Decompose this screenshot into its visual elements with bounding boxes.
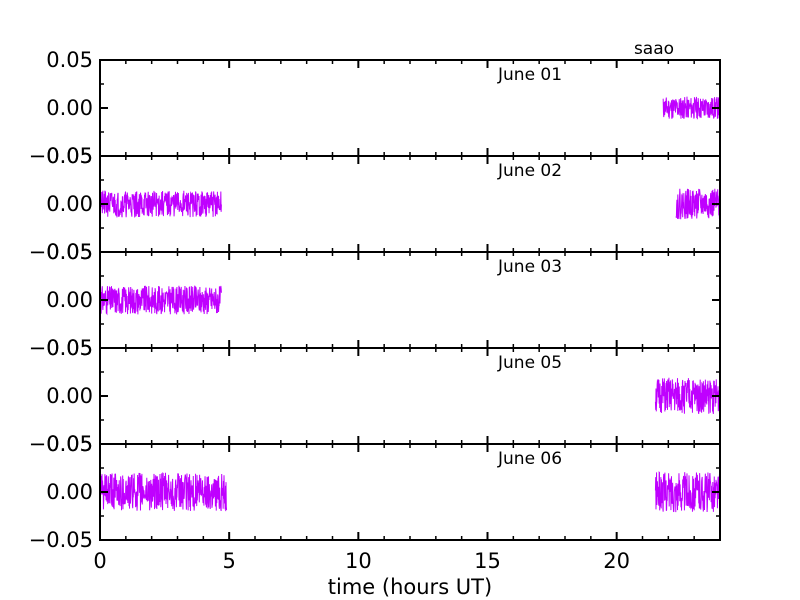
y-tick-label: 0.05 bbox=[46, 240, 93, 264]
series-trace-panel-4-seg-1 bbox=[654, 377, 721, 415]
y-tick-label: 0.05 bbox=[46, 144, 93, 168]
panel-4: −0.05 0.00 0.05 June 05 bbox=[29, 336, 721, 456]
y-tick-label: −0.05 bbox=[29, 336, 93, 360]
x-tick-label: 5 bbox=[222, 549, 235, 573]
panel-date-label: June 02 bbox=[497, 161, 562, 181]
y-tick-label: −0.05 bbox=[29, 528, 93, 552]
y-tick-label: 0.05 bbox=[46, 48, 93, 72]
panel-date-label: June 03 bbox=[497, 257, 562, 277]
series-trace-panel-2-seg-1 bbox=[99, 190, 222, 218]
legend-label: saao bbox=[634, 39, 674, 59]
series-trace-panel-5-seg-1 bbox=[99, 472, 228, 512]
x-tick-label: 15 bbox=[474, 549, 501, 573]
series-trace-panel-1-seg-1 bbox=[662, 96, 721, 120]
y-tick-label: 0.05 bbox=[46, 432, 93, 456]
y-tick-label: 0.00 bbox=[46, 96, 93, 120]
series-trace-panel-5-seg-2 bbox=[654, 471, 721, 513]
y-tick-label: 0.05 bbox=[46, 336, 93, 360]
y-tick-label: −0.05 bbox=[29, 432, 93, 456]
x-axis-label: time (hours UT) bbox=[328, 575, 492, 599]
panel-3: −0.05 0.00 0.05 June 03 bbox=[29, 240, 721, 360]
panel-date-label: June 06 bbox=[497, 449, 562, 469]
x-tick-label: 10 bbox=[345, 549, 372, 573]
y-tick-label: −0.05 bbox=[29, 240, 93, 264]
y-tick-label: 0.00 bbox=[46, 192, 93, 216]
panel-2: −0.05 0.00 0.05 June 02 bbox=[29, 144, 721, 264]
panel-frame bbox=[99, 347, 721, 445]
x-tick-label: 20 bbox=[603, 549, 630, 573]
panel-1: −0.05 0.00 0.05 June 01 bbox=[29, 48, 721, 168]
y-tick-label: 0.00 bbox=[46, 384, 93, 408]
panels: −0.05 0.00 0.05 June 01 −0.05 0.00 0.05 June 02… bbox=[29, 48, 721, 552]
panel-date-label: June 01 bbox=[497, 65, 562, 85]
y-tick-label: 0.00 bbox=[46, 480, 93, 504]
y-tick-label: 0.00 bbox=[46, 288, 93, 312]
panel-frame bbox=[99, 59, 721, 157]
x-axis: 0 5 10 15 20 bbox=[93, 549, 630, 573]
y-tick-label: −0.05 bbox=[29, 144, 93, 168]
series-trace-panel-2-seg-2 bbox=[675, 188, 721, 220]
series-trace-panel-3-seg-1 bbox=[99, 285, 222, 316]
panel-date-label: June 05 bbox=[497, 353, 562, 373]
x-tick-label: 0 bbox=[93, 549, 106, 573]
panel-5: −0.05 0.00 0.05 June 06 bbox=[29, 432, 721, 552]
